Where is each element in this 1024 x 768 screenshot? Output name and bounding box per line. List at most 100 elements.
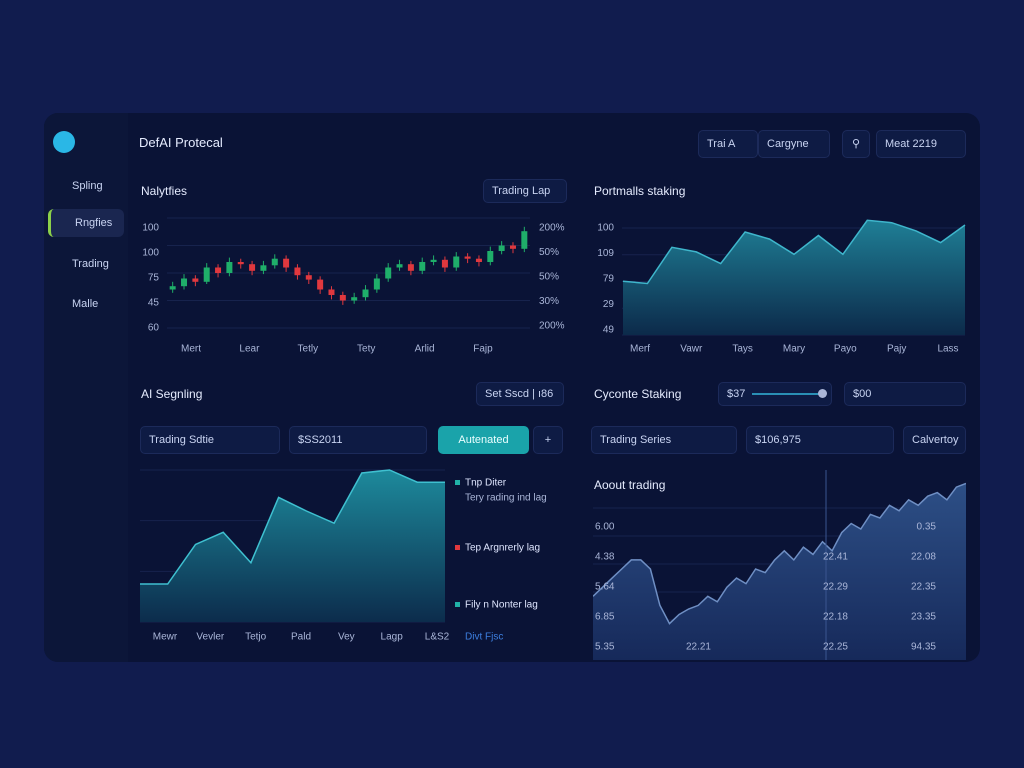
- candle-body: [407, 264, 414, 271]
- y-tick-label: 75: [148, 273, 160, 284]
- y-tick-label: 29: [603, 299, 615, 310]
- nav-item[interactable]: Spling: [72, 180, 103, 192]
- x-tick-label: Mary: [783, 344, 805, 355]
- candle-body: [396, 264, 403, 268]
- x-tick-label: Tety: [357, 344, 375, 355]
- overlay-label: 6.00: [595, 522, 615, 533]
- x-tick-label: Lear: [239, 344, 260, 355]
- candle-body: [271, 258, 278, 266]
- y-tick-label: 50%: [539, 247, 559, 258]
- x-tick-label: L&S2: [425, 632, 450, 643]
- y-tick-label: 200%: [539, 223, 565, 234]
- button[interactable]: Set Sscd | ı86: [476, 382, 564, 406]
- app-title: DefAI Protecal: [139, 135, 223, 150]
- overlay-label: 0.35: [917, 522, 937, 533]
- overlay-label: 22.18: [823, 612, 848, 623]
- candle-body: [430, 259, 437, 262]
- overlay-label: 22.08: [911, 552, 936, 563]
- search-button[interactable]: ⚲: [842, 130, 870, 158]
- y-tick-label: 60: [148, 323, 160, 334]
- overlay-label: 23.35: [911, 612, 936, 623]
- candle-body: [169, 286, 176, 290]
- area-line: [622, 219, 966, 285]
- y-tick-label: 100: [597, 223, 614, 234]
- overlay-label: 5.64: [595, 582, 615, 593]
- panel-title: Portmalls staking: [594, 184, 686, 198]
- y-tick-label: 200%: [539, 321, 565, 332]
- candle-body: [203, 267, 210, 282]
- candle-body: [305, 275, 312, 280]
- overlay-label: 22.35: [911, 582, 936, 593]
- candlestick-chart: 100 100 75 45 60 200% 50% 50% 30% 200% Mert Lear Tet…: [142, 217, 565, 355]
- trading-chart: 6.00 4.38 5.64 6.85 5.35 22.41 22.29 22.18 22.25…: [593, 470, 966, 660]
- chart-title: Aoout trading: [594, 478, 666, 492]
- area: [140, 470, 445, 622]
- x-tick-label: Vevler: [196, 632, 224, 643]
- candle-body: [385, 267, 392, 279]
- candle-body: [464, 256, 471, 259]
- button[interactable]: Calvertoy: [903, 426, 966, 454]
- legend-swatch: [455, 602, 460, 607]
- overlay-label: 94.35: [911, 642, 936, 653]
- x-tick-label: Tetly: [298, 344, 319, 355]
- x-tick-label: Mert: [181, 344, 201, 355]
- candle-body: [339, 295, 346, 301]
- legend-swatch: [455, 480, 460, 485]
- dropdown[interactable]: Trading Lap: [483, 179, 567, 203]
- action-button[interactable]: Autenated: [438, 426, 529, 454]
- link: Divt Fjsc: [465, 632, 503, 643]
- input[interactable]: $106,975: [746, 426, 894, 454]
- x-tick-label: Vey: [338, 632, 355, 643]
- y-tick-label: 30%: [539, 296, 559, 307]
- candle-body: [283, 258, 290, 268]
- y-tick-label: 100: [142, 223, 159, 234]
- overlay-label: 6.85: [595, 612, 615, 623]
- x-tick-label: Merf: [630, 344, 650, 355]
- x-tick-label: Tays: [732, 344, 753, 355]
- slider-value: $37: [727, 388, 746, 400]
- signal-chart: Mewr Vevler Tetjo Pald Vey Lagp L&S2 Tnp Diter T…: [140, 469, 547, 643]
- y-tick-label: 109: [597, 248, 614, 259]
- date-picker[interactable]: Meat 2219: [876, 130, 966, 158]
- x-tick-label: Lagp: [381, 632, 404, 643]
- legend-desc: Tery rading ind lag: [465, 493, 547, 504]
- add-button[interactable]: +: [533, 426, 563, 454]
- filter[interactable]: Cargyne: [758, 130, 830, 158]
- area-line: [593, 482, 966, 625]
- input[interactable]: $00: [844, 382, 966, 406]
- x-tick-label: Lass: [937, 344, 958, 355]
- legend-swatch: [455, 545, 460, 550]
- candle-body: [317, 279, 324, 290]
- candle-body: [509, 245, 516, 249]
- nav-item[interactable]: Trading: [72, 258, 109, 270]
- candle-body: [475, 258, 482, 262]
- candle-body: [260, 265, 267, 271]
- candle-body: [294, 267, 301, 276]
- x-tick-label: Pajy: [887, 344, 906, 355]
- nav-item[interactable]: Malle: [72, 298, 99, 310]
- dropdown[interactable]: Trading Sdtie: [140, 426, 280, 454]
- candle-body: [453, 256, 460, 268]
- panel-title: Cyconte Staking: [594, 387, 682, 401]
- candle-body: [192, 278, 199, 282]
- candle-body: [351, 297, 358, 301]
- slider-thumb[interactable]: [818, 389, 827, 398]
- sidebar: [44, 113, 128, 662]
- candle-body: [487, 251, 494, 262]
- legend-label: Tep Argnrerly lag: [465, 543, 540, 554]
- candle-body: [419, 262, 426, 271]
- overlay-label: 5.35: [595, 642, 615, 653]
- candle-body: [215, 267, 222, 273]
- nav-item[interactable]: Rngfies: [48, 209, 124, 237]
- slider-track: [752, 393, 820, 395]
- candle-body: [498, 245, 505, 251]
- overlay-label: 22.25: [823, 642, 848, 653]
- input[interactable]: $SS2011: [289, 426, 427, 454]
- x-tick-label: Mewr: [153, 632, 178, 643]
- y-tick-label: 50%: [539, 272, 559, 283]
- legend-label: Tnp Diter: [465, 478, 507, 489]
- dropdown[interactable]: Trading Series: [591, 426, 737, 454]
- area: [593, 483, 966, 660]
- filter[interactable]: Trai A: [698, 130, 758, 158]
